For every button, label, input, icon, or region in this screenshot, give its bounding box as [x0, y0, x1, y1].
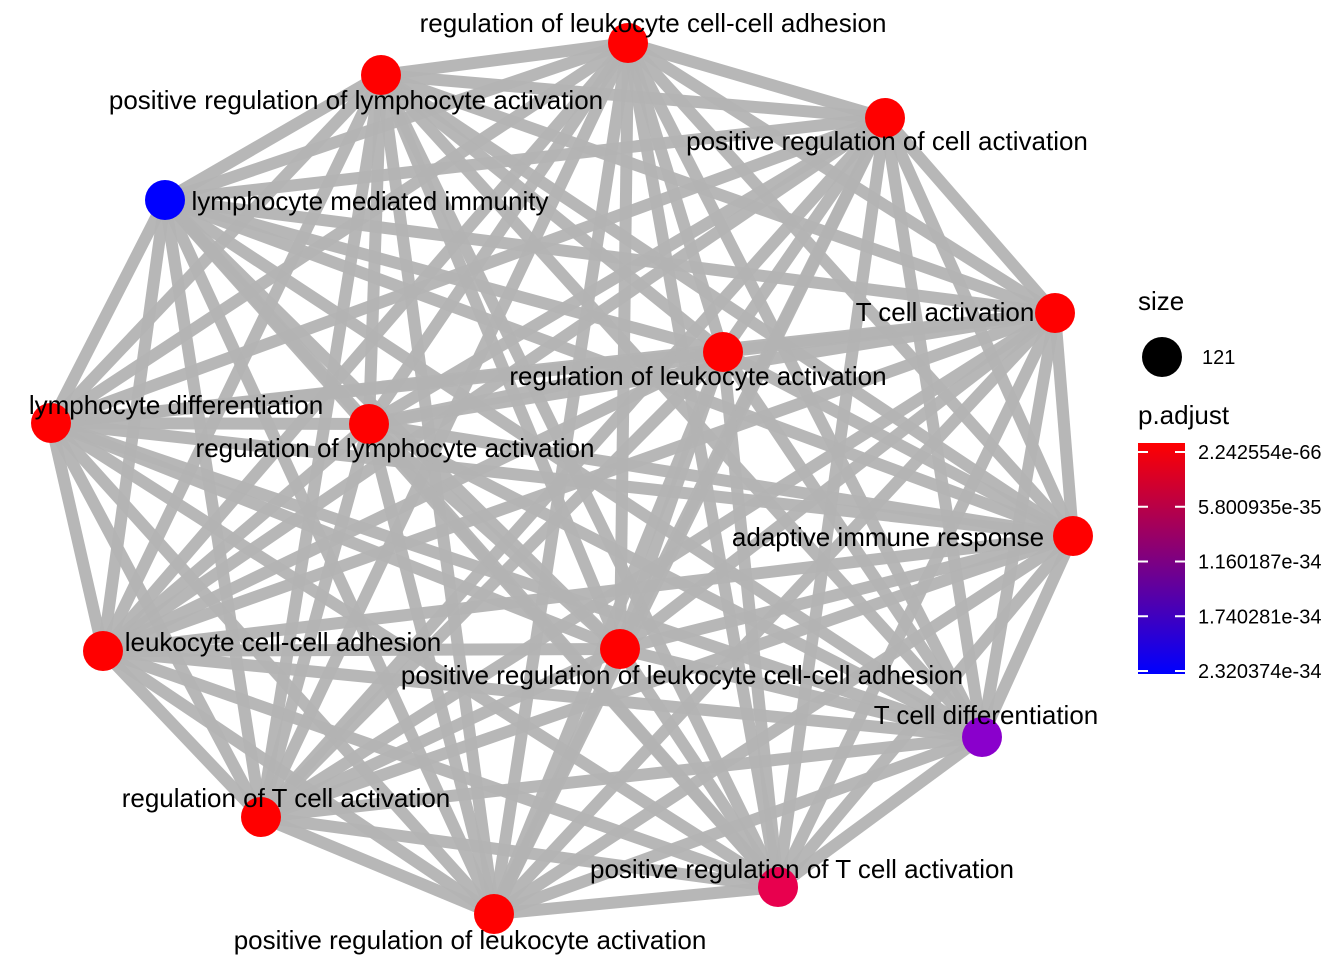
node-n7 [31, 403, 71, 443]
edge-n4-n12 [161, 194, 986, 743]
padjust-tick-label: 2.320374e-34 [1198, 661, 1321, 683]
edge-n2-n3 [380, 69, 886, 124]
size-legend-title: size [1138, 286, 1184, 316]
edge-n1-n2 [380, 37, 629, 81]
edge-n9-n11 [618, 530, 1075, 655]
edge-n9-n13 [259, 530, 1075, 823]
node-label-n15: positive regulation of leukocyte activat… [234, 925, 707, 955]
node-label-n12: T cell differentiation [874, 700, 1099, 730]
edge-n9-n15 [490, 530, 1077, 920]
node-n11 [600, 629, 640, 669]
node-n9 [1053, 516, 1093, 556]
edge-n12-n14 [774, 732, 986, 892]
padjust-legend-title: p.adjust [1138, 400, 1230, 430]
edge-n11-n12 [618, 643, 984, 743]
node-n10 [83, 631, 123, 671]
edge-n10-n15 [99, 646, 498, 919]
node-label-n9: adaptive immune response [732, 522, 1044, 552]
edge-n2-n8 [363, 74, 387, 425]
edge-n7-n12 [49, 417, 984, 743]
padjust-tick-label: 1.160187e-34 [1198, 552, 1321, 574]
edge-n8-n14 [364, 420, 783, 891]
edge-n3-n12 [879, 117, 988, 738]
node-n14 [758, 867, 798, 907]
padjust-tick-label: 2.242554e-66 [1198, 442, 1321, 464]
edge-n6-n8 [367, 346, 725, 430]
edge-n10-n13 [98, 646, 266, 822]
node-label-n4: lymphocyte mediated immunity [192, 186, 549, 216]
padjust-colorbar [1138, 443, 1185, 674]
node-n15 [474, 894, 514, 934]
edge-n6-n7 [50, 346, 724, 429]
padjust-tick-label: 1.740281e-34 [1198, 606, 1321, 628]
node-n4 [145, 180, 185, 220]
node-n12 [962, 717, 1002, 757]
edge-n12-n13 [260, 731, 983, 823]
edge-n8-n15 [363, 422, 500, 916]
node-label-n6: regulation of leukocyte activation [509, 361, 886, 391]
edge-n7-n10 [45, 421, 109, 653]
edge-n3-n4 [164, 112, 886, 206]
edge-n9-n10 [102, 530, 1074, 657]
node-n8 [349, 404, 389, 444]
node-n3 [865, 98, 905, 138]
edge-n2-n9 [377, 70, 1077, 541]
edge-n9-n14 [773, 532, 1078, 891]
edge-n14-n15 [493, 881, 779, 920]
edge-n9-n12 [976, 533, 1079, 740]
node-label-n13: regulation of T cell activation [122, 783, 451, 813]
edge-n7-n9 [50, 417, 1074, 542]
edge-layer [45, 37, 1079, 920]
padjust-ticks: 2.242554e-66 5.800935e-35 1.160187e-34 1.74… [1138, 442, 1321, 683]
node-label-n2: positive regulation of lymphocyte activa… [109, 85, 603, 115]
edge-n7-n13 [45, 420, 267, 820]
edge-n3-n10 [99, 113, 889, 656]
edge-n8-n11 [364, 419, 625, 654]
edge-n5-n9 [1049, 312, 1079, 537]
edge-n4-n7 [45, 197, 171, 426]
edge-n2-n4 [161, 69, 385, 206]
node-n2 [361, 55, 401, 95]
size-legend-value: 121 [1202, 347, 1235, 369]
label-layer: regulation of leukocyte cell-cell adhesi… [29, 8, 1098, 955]
edge-n6-n12 [718, 348, 987, 741]
edge-n1-n10 [98, 39, 633, 655]
edge-n11-n13 [258, 643, 623, 823]
edge-n13-n14 [260, 811, 779, 893]
edge-n2-n6 [377, 70, 727, 357]
node-label-n7: lymphocyte differentiation [29, 390, 323, 420]
node-label-n14: positive regulation of T cell activation [590, 854, 1014, 884]
edge-n3-n5 [880, 114, 1060, 317]
node-n6 [703, 332, 743, 372]
node-label-n8: regulation of lymphocyte activation [196, 433, 595, 463]
node-n13 [241, 797, 281, 837]
node-label-n1: regulation of leukocyte cell-cell adhesi… [420, 8, 887, 38]
node-label-n5: T cell activation [856, 297, 1035, 327]
edge-n8-n9 [368, 418, 1074, 542]
padjust-tick-label: 5.800935e-35 [1198, 497, 1321, 519]
edge-n2-n12 [376, 70, 987, 742]
node-label-n3: positive regulation of cell activation [686, 126, 1088, 156]
edge-n13-n15 [258, 811, 497, 920]
edge-n12-n15 [491, 731, 985, 920]
node-n5 [1035, 293, 1075, 333]
node-n1 [608, 23, 648, 63]
edge-n8-n10 [99, 419, 373, 656]
edge-n4-n6 [163, 194, 725, 358]
edge-n2-n5 [379, 69, 1057, 319]
edge-n2-n13 [255, 74, 387, 818]
node-label-n10: leukocyte cell-cell adhesion [125, 627, 442, 657]
edge-n10-n11 [102, 643, 621, 657]
edge-n4-n13 [159, 199, 267, 818]
size-legend-swatch [1142, 337, 1182, 377]
edge-n1-n3 [626, 37, 887, 124]
edge-n10-n12 [102, 645, 983, 743]
node-layer [31, 23, 1093, 934]
legend: size 121 p.adjust 2.242554e-66 5.800935e-… [1138, 286, 1321, 683]
edge-n4-n5 [164, 194, 1056, 319]
edge-n6-n9 [720, 346, 1076, 542]
node-label-n11: positive regulation of leukocyte cell-ce… [401, 660, 963, 690]
